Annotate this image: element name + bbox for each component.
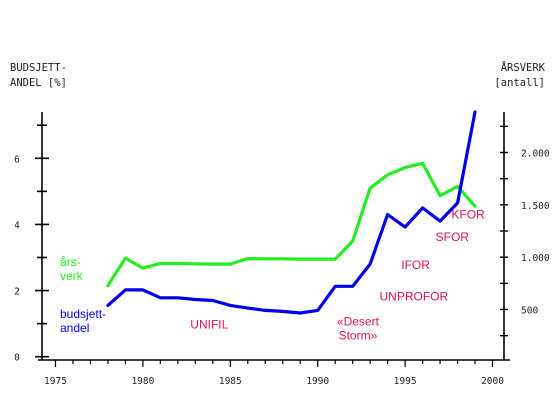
chart-labels: budsjett-andel års-verk UNIFIL «DesertStorm… (60, 207, 485, 342)
x-tick-label: 1975 (44, 376, 67, 387)
series-label-budsjett-andel: budsjett- (60, 307, 106, 321)
x-tick-label: 1980 (131, 376, 154, 387)
x-tick-label: 1990 (306, 376, 329, 387)
axes: 0 2 4 6 500 1.000 1.500 2.000 1975 1980 1985 1990 19… (14, 112, 550, 387)
x-tick-label: 1995 (394, 376, 417, 387)
left-tick-label: 4 (14, 220, 20, 231)
series-label-budsjett-andel: andel (60, 321, 89, 335)
left-axis-title: BUDSJETT- ANDEL [%] (10, 62, 67, 89)
annotation-label: Storm» (339, 328, 378, 342)
left-tick-label: 0 (14, 353, 20, 364)
right-tick-label: 1.500 (521, 201, 550, 212)
annotation-label: UNPROFOR (380, 289, 449, 303)
annotation-label: UNIFIL (190, 318, 228, 332)
right-axis-title-line-1: ÅRSVERK (501, 61, 546, 74)
annotation-label: IFOR (401, 258, 430, 272)
right-axis-title: ÅRSVERK [antall] (494, 61, 545, 89)
right-tick-label: 500 (521, 306, 538, 317)
left-tick-label: 2 (14, 287, 20, 298)
left-axis-title-line-1: BUDSJETT- (10, 62, 67, 74)
annotation-label: «Desert (337, 314, 380, 328)
x-tick-label: 1985 (219, 376, 242, 387)
series-lines (106, 110, 477, 315)
left-axis-title-line-2: ANDEL [%] (10, 77, 67, 89)
series-label-arsverk: verk (60, 269, 84, 283)
annotation-label: SFOR (436, 230, 470, 244)
series-label-arsverk: års- (60, 255, 81, 269)
right-tick-label: 1.000 (521, 253, 550, 264)
series-line-arsverk (106, 161, 477, 288)
annotation-label: KFOR (451, 207, 485, 221)
left-tick-label: 6 (14, 154, 20, 165)
right-axis-title-line-2: [antall] (494, 77, 545, 89)
right-tick-label: 2.000 (521, 149, 550, 160)
x-tick-label: 2000 (481, 376, 504, 387)
series-line-budsjett-andel (106, 110, 477, 315)
